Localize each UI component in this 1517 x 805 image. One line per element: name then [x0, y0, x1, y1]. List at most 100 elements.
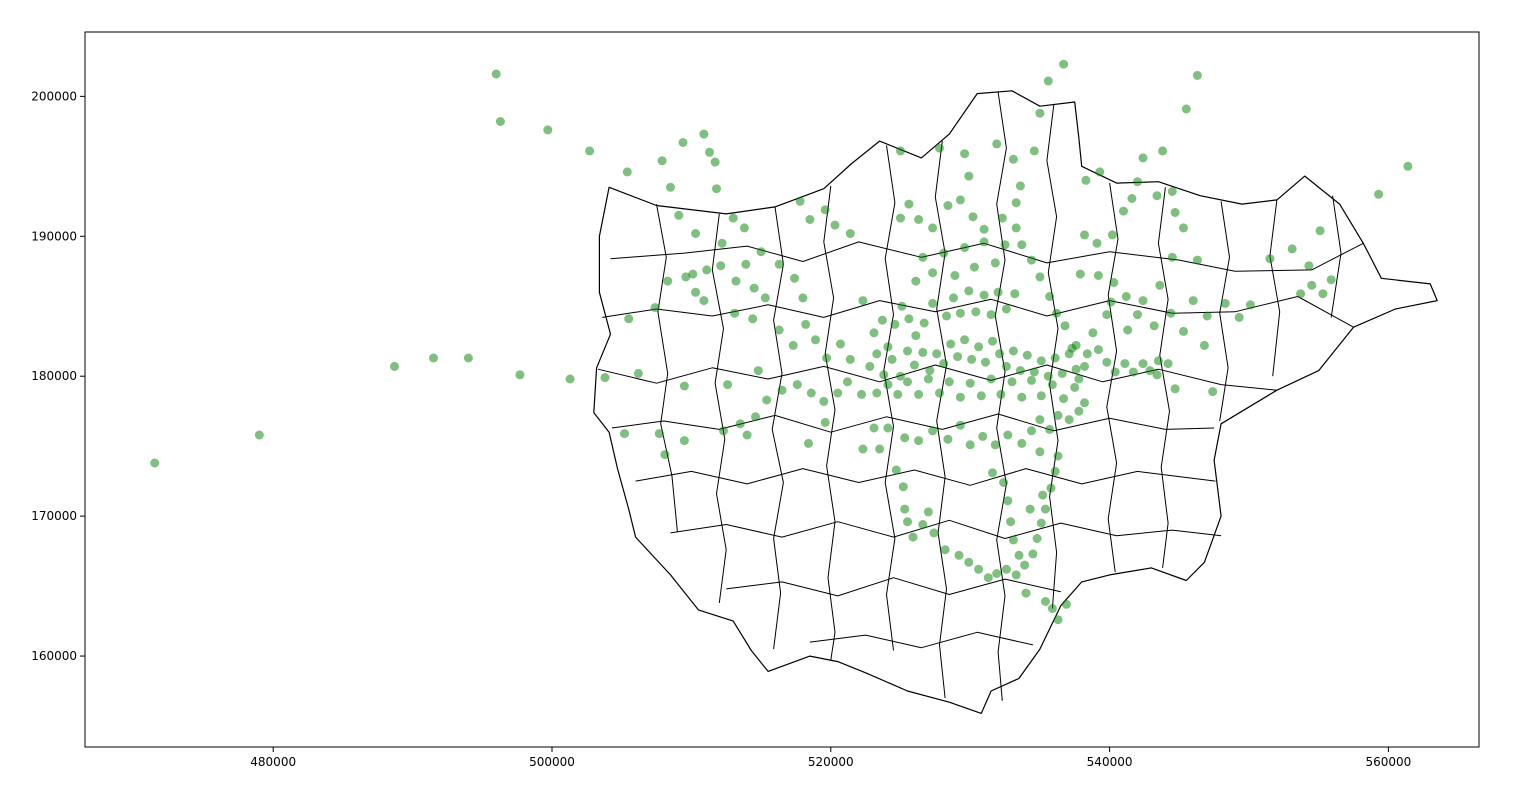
axes-frame — [84, 31, 1480, 748]
data-point — [896, 146, 905, 156]
data-point — [986, 374, 996, 384]
data-point — [777, 385, 787, 395]
data-point — [748, 314, 758, 324]
data-point — [978, 431, 988, 441]
data-point — [1035, 108, 1045, 118]
data-point — [1059, 59, 1069, 69]
data-point — [1138, 296, 1148, 306]
data-point — [1149, 321, 1159, 331]
data-point — [968, 212, 978, 222]
data-point — [983, 573, 993, 583]
data-point — [1041, 504, 1050, 514]
data-point — [965, 440, 975, 450]
data-point — [681, 272, 691, 282]
data-point — [992, 569, 1002, 578]
data-point — [1403, 161, 1413, 171]
data-point — [869, 328, 879, 338]
data-point — [1220, 298, 1230, 308]
data-point — [805, 215, 815, 224]
data-point — [1119, 206, 1128, 216]
data-point — [1046, 483, 1056, 493]
data-point — [1167, 187, 1177, 196]
ward-boundary-13 — [934, 141, 947, 699]
x-tick-label: 480000 — [250, 755, 296, 769]
data-point — [900, 504, 910, 514]
data-point — [890, 319, 900, 329]
data-point — [1107, 230, 1117, 240]
data-point — [1166, 308, 1176, 318]
data-point — [1133, 177, 1142, 187]
ward-boundary-5 — [670, 519, 1222, 539]
data-point — [914, 389, 924, 399]
data-point — [1152, 370, 1162, 380]
data-point — [893, 389, 903, 399]
data-point — [1155, 280, 1165, 290]
data-point — [774, 325, 784, 335]
data-point — [1027, 426, 1036, 436]
data-point — [1374, 189, 1384, 199]
data-point — [830, 220, 840, 230]
data-point — [429, 353, 438, 363]
data-point — [674, 210, 684, 220]
data-point — [1011, 570, 1021, 580]
data-point — [1075, 269, 1085, 279]
ward-boundary-12 — [883, 145, 896, 651]
data-point — [1053, 451, 1063, 461]
ward-boundary-9 — [711, 213, 727, 603]
data-point — [986, 310, 996, 320]
data-point — [1043, 76, 1053, 86]
data-point — [1287, 244, 1297, 254]
data-point — [887, 354, 897, 364]
data-point — [833, 388, 843, 398]
data-point — [663, 276, 673, 286]
data-point — [1265, 254, 1275, 264]
data-point — [543, 125, 553, 135]
data-point — [822, 353, 832, 363]
data-point — [1158, 146, 1168, 156]
data-point — [891, 465, 901, 475]
data-point — [1003, 496, 1013, 506]
data-point — [950, 271, 960, 280]
data-point — [1008, 154, 1018, 164]
x-tick-label: 500000 — [529, 755, 575, 769]
data-point — [1199, 340, 1209, 350]
data-point — [923, 374, 933, 384]
data-point — [678, 138, 688, 147]
data-point — [1053, 615, 1063, 625]
data-point — [928, 268, 938, 278]
data-point — [691, 229, 701, 238]
data-point — [925, 366, 935, 376]
data-point — [1071, 340, 1081, 350]
data-point — [819, 396, 829, 406]
data-point — [723, 380, 733, 390]
data-point — [845, 229, 855, 238]
data-point — [1110, 367, 1120, 377]
data-point — [1170, 384, 1180, 394]
ward-boundary-6 — [726, 577, 1061, 597]
data-point — [1017, 438, 1027, 448]
data-point — [1304, 261, 1314, 271]
data-point — [928, 426, 938, 436]
y-axis: 160000 170000 180000 190000 200000 — [31, 89, 85, 663]
data-point — [1102, 310, 1112, 320]
data-point — [960, 149, 970, 159]
data-point — [1050, 466, 1060, 476]
data-point — [1059, 394, 1069, 404]
data-point — [953, 352, 963, 362]
ward-boundary-4 — [635, 468, 1216, 486]
y-tick-label: 160000 — [31, 649, 77, 663]
data-point — [1001, 304, 1011, 314]
ward-boundary-3 — [611, 413, 1215, 433]
data-point — [1192, 255, 1202, 265]
data-point — [1093, 345, 1103, 355]
data-point — [940, 545, 950, 555]
data-point — [495, 117, 505, 126]
data-point — [1208, 387, 1218, 397]
ward-boundary-11 — [823, 185, 836, 661]
data-point — [1057, 368, 1067, 378]
data-point — [1318, 289, 1328, 299]
data-point — [1326, 275, 1336, 285]
data-point — [1128, 367, 1138, 377]
data-point — [679, 381, 689, 391]
